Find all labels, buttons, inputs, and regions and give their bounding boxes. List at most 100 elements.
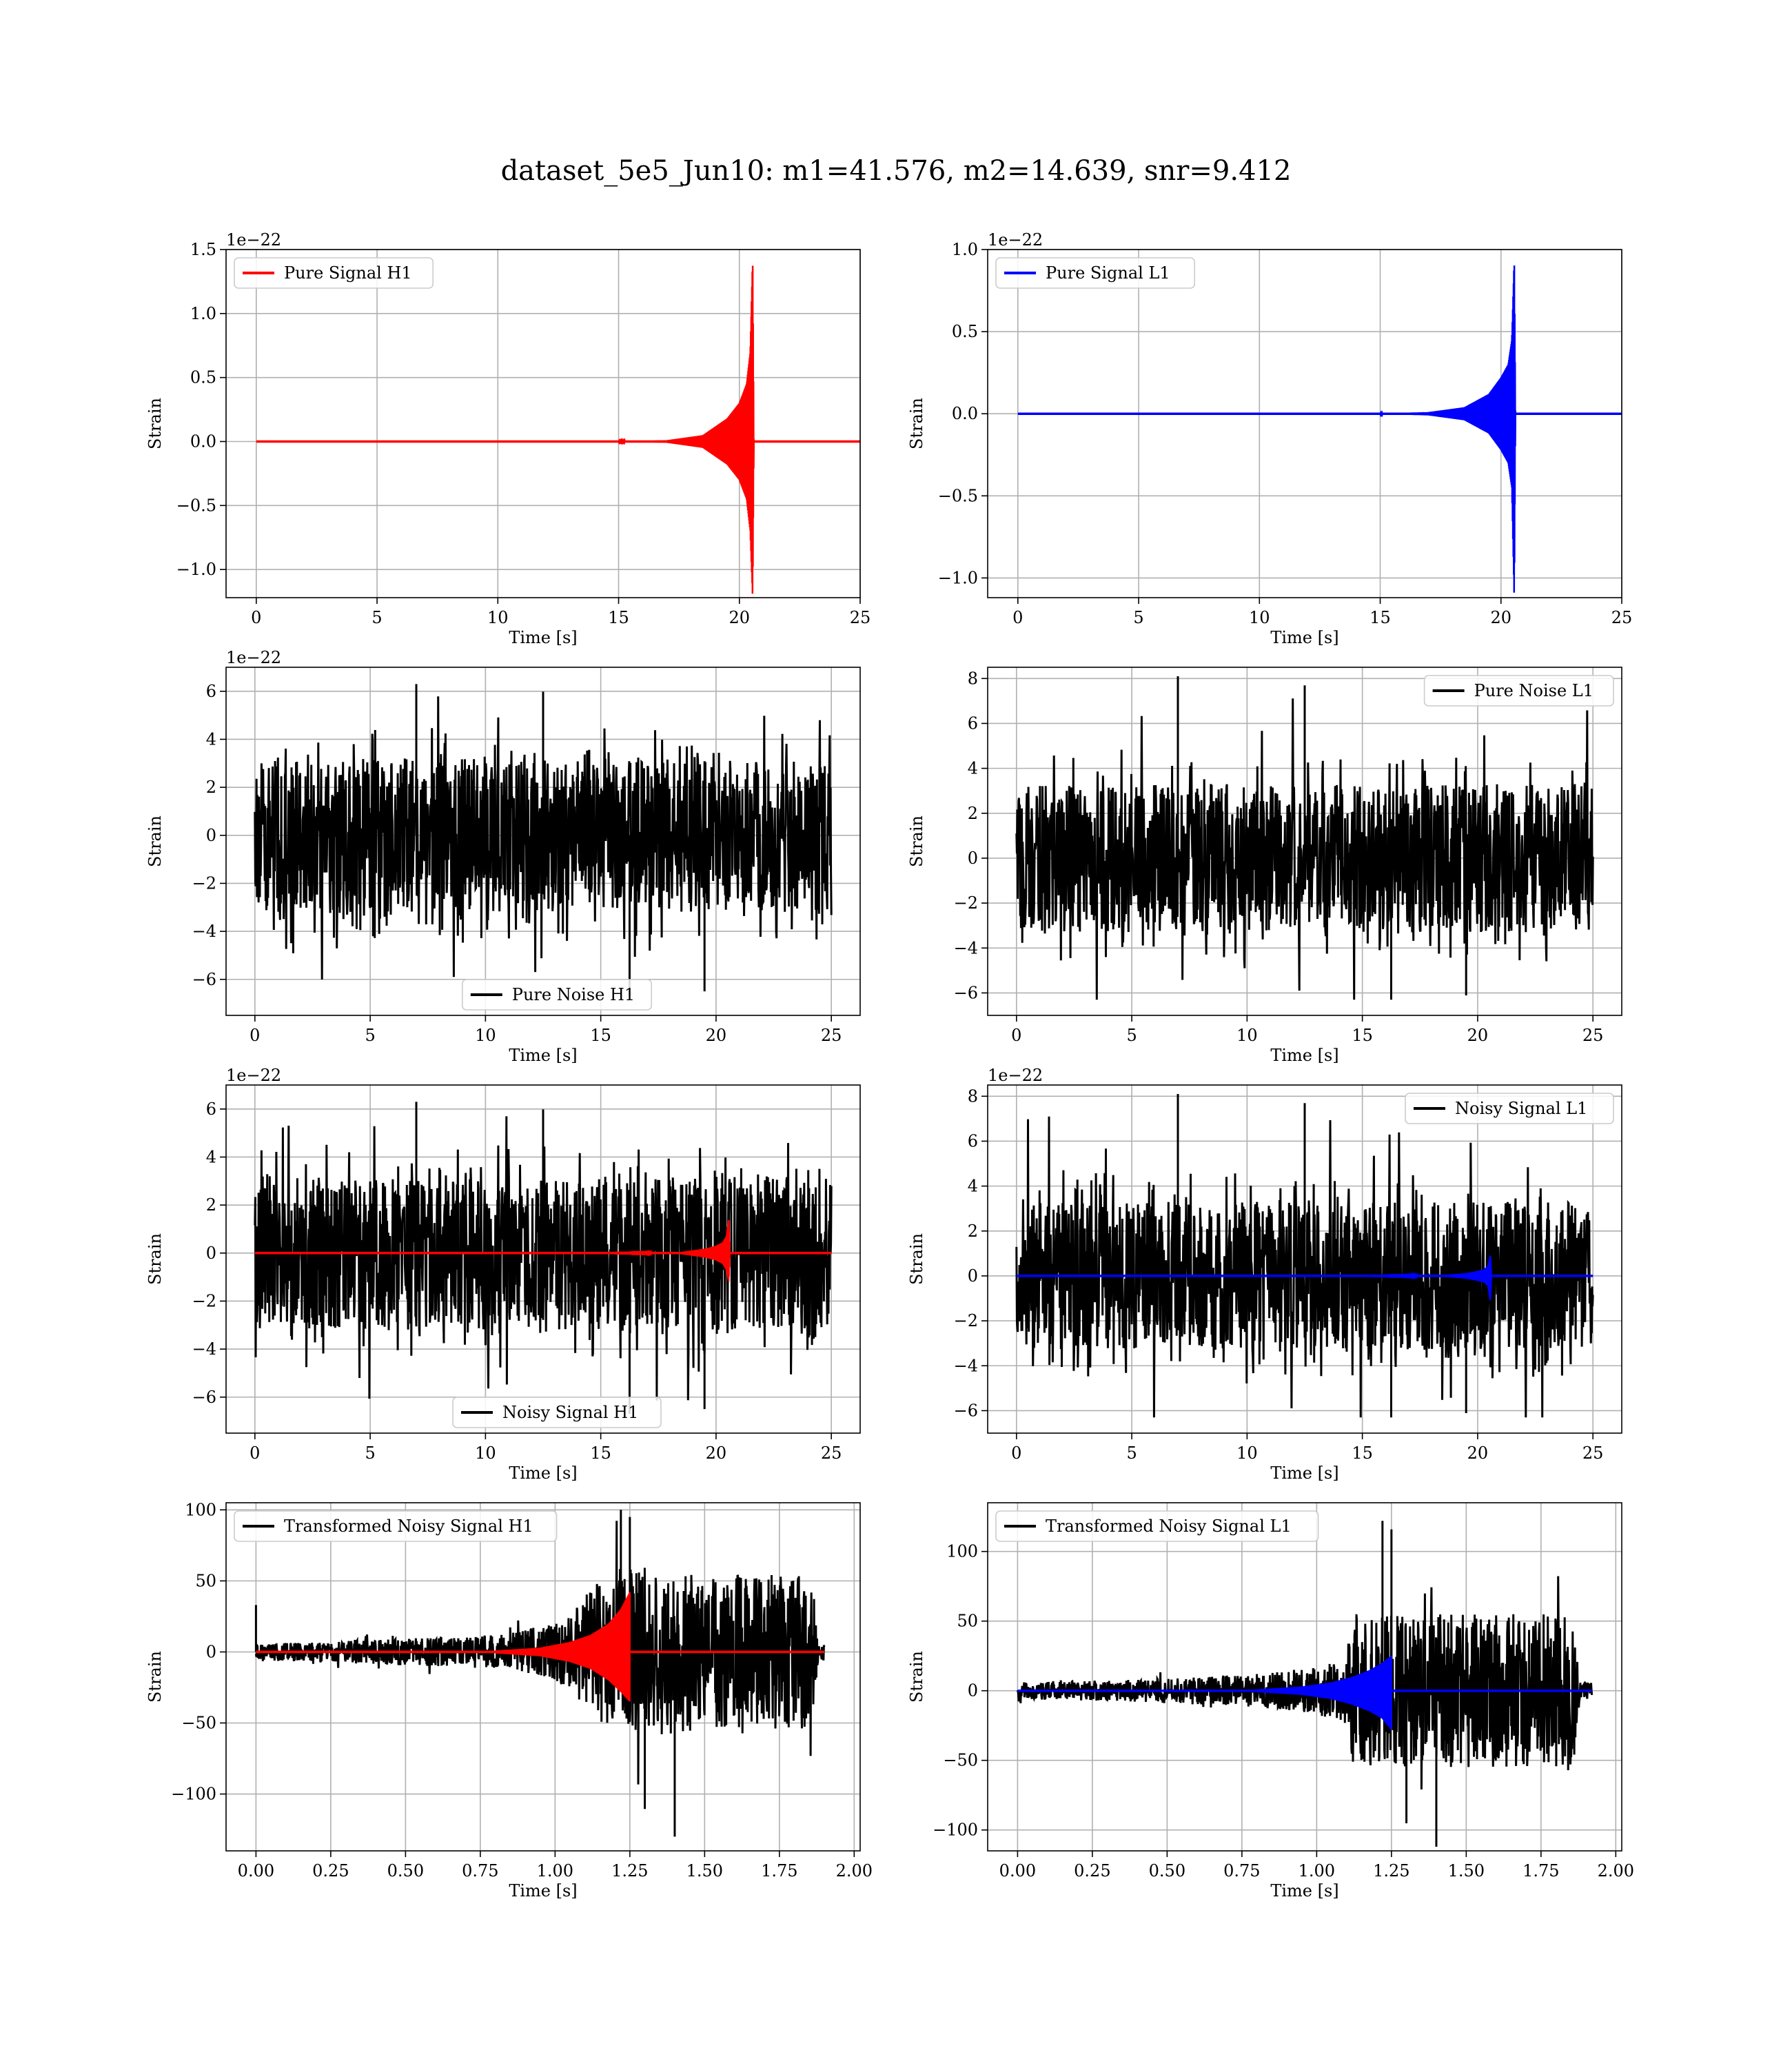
legend: Transformed Noisy Signal H1 xyxy=(234,1510,558,1542)
y-axis-label: Strain xyxy=(145,815,165,867)
x-tick-label: 1.25 xyxy=(611,1861,648,1881)
x-tick-label: 25 xyxy=(1611,608,1633,627)
x-tick-label: 0.50 xyxy=(1149,1861,1185,1881)
signal-envelope xyxy=(1380,291,1516,561)
axes-frame xyxy=(225,249,861,598)
y-tick-label: 6 xyxy=(206,1099,216,1119)
x-tick-label: 1.25 xyxy=(1373,1861,1409,1881)
chart-pure-noise-h1: 0 5 10 15 20 25 −6 −4 −2 0 2 4 6 Time [s] Strain 1e−22 P… xyxy=(145,648,861,1065)
x-tick-label: 20 xyxy=(1467,1443,1489,1463)
plot-area xyxy=(1015,1094,1594,1418)
y-tick-label: 0.5 xyxy=(190,368,216,387)
x-tick-label: 0.00 xyxy=(999,1861,1036,1881)
x-tick-label: 0 xyxy=(1011,1443,1021,1463)
x-axis-label: Time [s] xyxy=(509,1881,577,1900)
y-tick-label: 6 xyxy=(968,1131,978,1150)
y-tick-label: −1.0 xyxy=(176,560,216,579)
x-tick-label: 5 xyxy=(371,608,382,627)
noise-series xyxy=(1015,1116,1594,1418)
y-axis-label: Strain xyxy=(907,1233,926,1285)
y-tick-label: −50 xyxy=(181,1713,216,1732)
x-tick-label: 5 xyxy=(1126,1443,1137,1463)
legend-box xyxy=(452,1397,662,1428)
y-tick-label: 1.0 xyxy=(952,240,978,259)
x-tick-label: 1.00 xyxy=(1299,1861,1335,1881)
y-tick-label: 2 xyxy=(968,1221,978,1241)
x-tick-label: 0.75 xyxy=(1223,1861,1260,1881)
x-tick-label: 10 xyxy=(475,1443,496,1463)
x-tick-label: 2.00 xyxy=(836,1861,873,1881)
y-tick-label: 2 xyxy=(206,1195,216,1215)
chart-noisy-signal-h1: 0 5 10 15 20 25 −6 −4 −2 0 2 4 6 Time [s] Strain 1e−22 N… xyxy=(145,1066,861,1483)
x-tick-label: 5 xyxy=(365,1443,375,1463)
x-tick-label: 1.00 xyxy=(537,1861,573,1881)
x-tick-label: 15 xyxy=(1352,1026,1373,1045)
y-tick-label: −6 xyxy=(192,970,216,989)
x-axis-label: Time [s] xyxy=(1270,628,1338,647)
legend-label: Pure Signal H1 xyxy=(284,263,412,283)
signal-envelope xyxy=(618,296,754,566)
x-tick-label: 0.25 xyxy=(312,1861,349,1881)
y-tick-label: 8 xyxy=(968,1086,978,1106)
noise-series xyxy=(1015,698,1594,1000)
y-tick-label: 100 xyxy=(185,1500,216,1519)
y-tick-label: 0.0 xyxy=(190,432,216,451)
plot-area xyxy=(256,265,860,594)
y-tick-label: 0.0 xyxy=(952,404,978,423)
y-tick-label: 1.5 xyxy=(190,240,216,259)
offset-text: 1e−22 xyxy=(988,230,1043,250)
x-axis-label: Time [s] xyxy=(1270,1046,1338,1065)
signal-envelope xyxy=(1256,1661,1392,1724)
signal-envelope xyxy=(1362,1259,1491,1297)
y-tick-label: 0 xyxy=(206,826,216,845)
y-tick-label: 4 xyxy=(968,1177,978,1196)
noise-series xyxy=(254,1116,833,1401)
y-tick-label: −6 xyxy=(192,1388,216,1407)
y-tick-label: 0 xyxy=(968,1266,978,1286)
y-tick-label: −100 xyxy=(171,1785,216,1804)
offset-text: 1e−22 xyxy=(226,648,281,667)
y-axis-label: Strain xyxy=(907,1651,926,1703)
signal-envelope xyxy=(495,1601,630,1694)
x-tick-label: 1.75 xyxy=(761,1861,797,1881)
x-tick-label: 15 xyxy=(590,1443,611,1463)
y-tick-label: −1.0 xyxy=(938,568,978,587)
x-tick-label: 5 xyxy=(1133,608,1143,627)
plot-area xyxy=(1016,1521,1594,1847)
chart-noisy-signal-l1: 0 5 10 15 20 25 −6 −4 −2 0 2 4 6 8 Time [s] Strain 1e−22… xyxy=(907,1066,1622,1483)
transformed-noise-series xyxy=(1016,1576,1594,1790)
x-axis-label: Time [s] xyxy=(509,1463,577,1483)
x-tick-label: 15 xyxy=(608,608,629,627)
x-tick-label: 25 xyxy=(821,1443,842,1463)
legend: Transformed Noisy Signal L1 xyxy=(995,1510,1319,1542)
chart-pure-signal-l1: 0 5 10 15 20 25 −1.0 −0.5 0.0 0.5 1.0 Time [s] Strai… xyxy=(907,230,1632,647)
x-tick-label: 5 xyxy=(365,1026,375,1045)
y-tick-label: −4 xyxy=(192,922,216,941)
axes-frame xyxy=(987,1502,1622,1852)
x-tick-label: 20 xyxy=(1467,1026,1489,1045)
chart-pure-signal-h1: 0 5 10 15 20 25 −1.0 −0.5 0.0 0.5 1.0 1.5 Time [s] St… xyxy=(145,230,870,647)
x-tick-label: 20 xyxy=(729,608,750,627)
axes-frame xyxy=(987,667,1622,1016)
y-tick-label: 1.0 xyxy=(190,304,216,323)
x-tick-label: 25 xyxy=(821,1026,842,1045)
plot-area xyxy=(254,684,833,997)
x-tick-label: 0 xyxy=(250,1443,260,1463)
y-tick-label: −2 xyxy=(192,873,216,893)
y-tick-label: −100 xyxy=(933,1821,978,1840)
y-tick-label: 100 xyxy=(946,1542,978,1561)
y-tick-label: 2 xyxy=(968,804,978,823)
x-tick-label: 20 xyxy=(706,1026,727,1045)
legend-label: Transformed Noisy Signal L1 xyxy=(1046,1517,1292,1536)
x-tick-label: 0 xyxy=(1012,608,1023,627)
y-tick-label: −4 xyxy=(954,938,978,957)
y-tick-label: 0 xyxy=(206,1642,216,1661)
x-tick-label: 0.50 xyxy=(387,1861,424,1881)
x-tick-label: 0 xyxy=(251,608,261,627)
x-tick-label: 25 xyxy=(850,608,871,627)
y-tick-label: −2 xyxy=(954,1311,978,1330)
axes-frame xyxy=(987,249,1622,598)
x-axis-label: Time [s] xyxy=(1270,1881,1338,1900)
x-tick-label: 1.50 xyxy=(1448,1861,1485,1881)
legend-label: Pure Signal L1 xyxy=(1046,263,1170,283)
